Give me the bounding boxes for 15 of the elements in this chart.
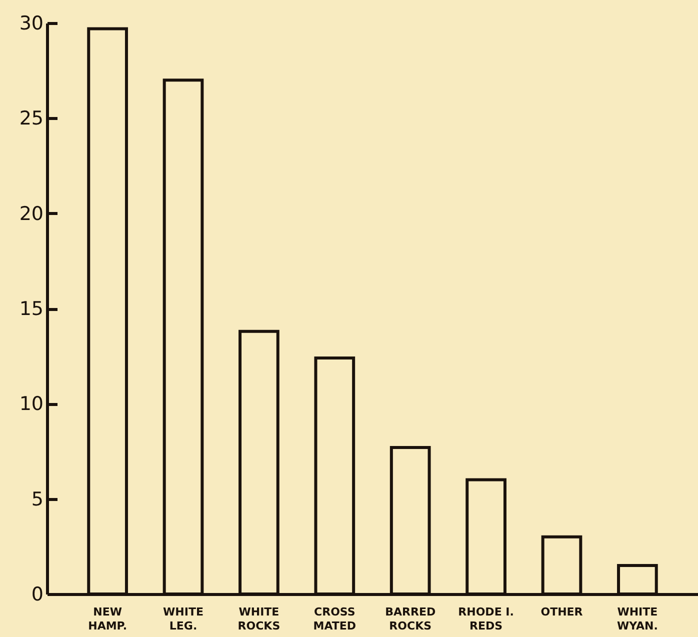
y-tick-label: 10 <box>19 393 44 416</box>
y-tick-label: 0 <box>31 584 44 606</box>
y-tick-label: 20 <box>19 202 44 225</box>
y-tick-label: 15 <box>19 298 44 320</box>
x-tick-label: RHODE I. REDS <box>458 606 514 632</box>
y-tick-label: 30 <box>19 12 44 34</box>
x-tick-label: CROSS MATED <box>313 606 356 632</box>
x-tick-label: WHITE LEG. <box>163 606 204 632</box>
x-tick-label: WHITE WYAN. <box>616 606 658 632</box>
x-tick-label: NEW HAMP. <box>88 606 128 632</box>
y-tick-label: 25 <box>19 108 44 130</box>
x-tick-label: WHITE ROCKS <box>238 606 280 632</box>
y-tick-label: 5 <box>31 488 44 510</box>
x-tick-label: BARRED ROCKS <box>385 606 436 632</box>
x-tick-label: OTHER <box>540 606 584 618</box>
